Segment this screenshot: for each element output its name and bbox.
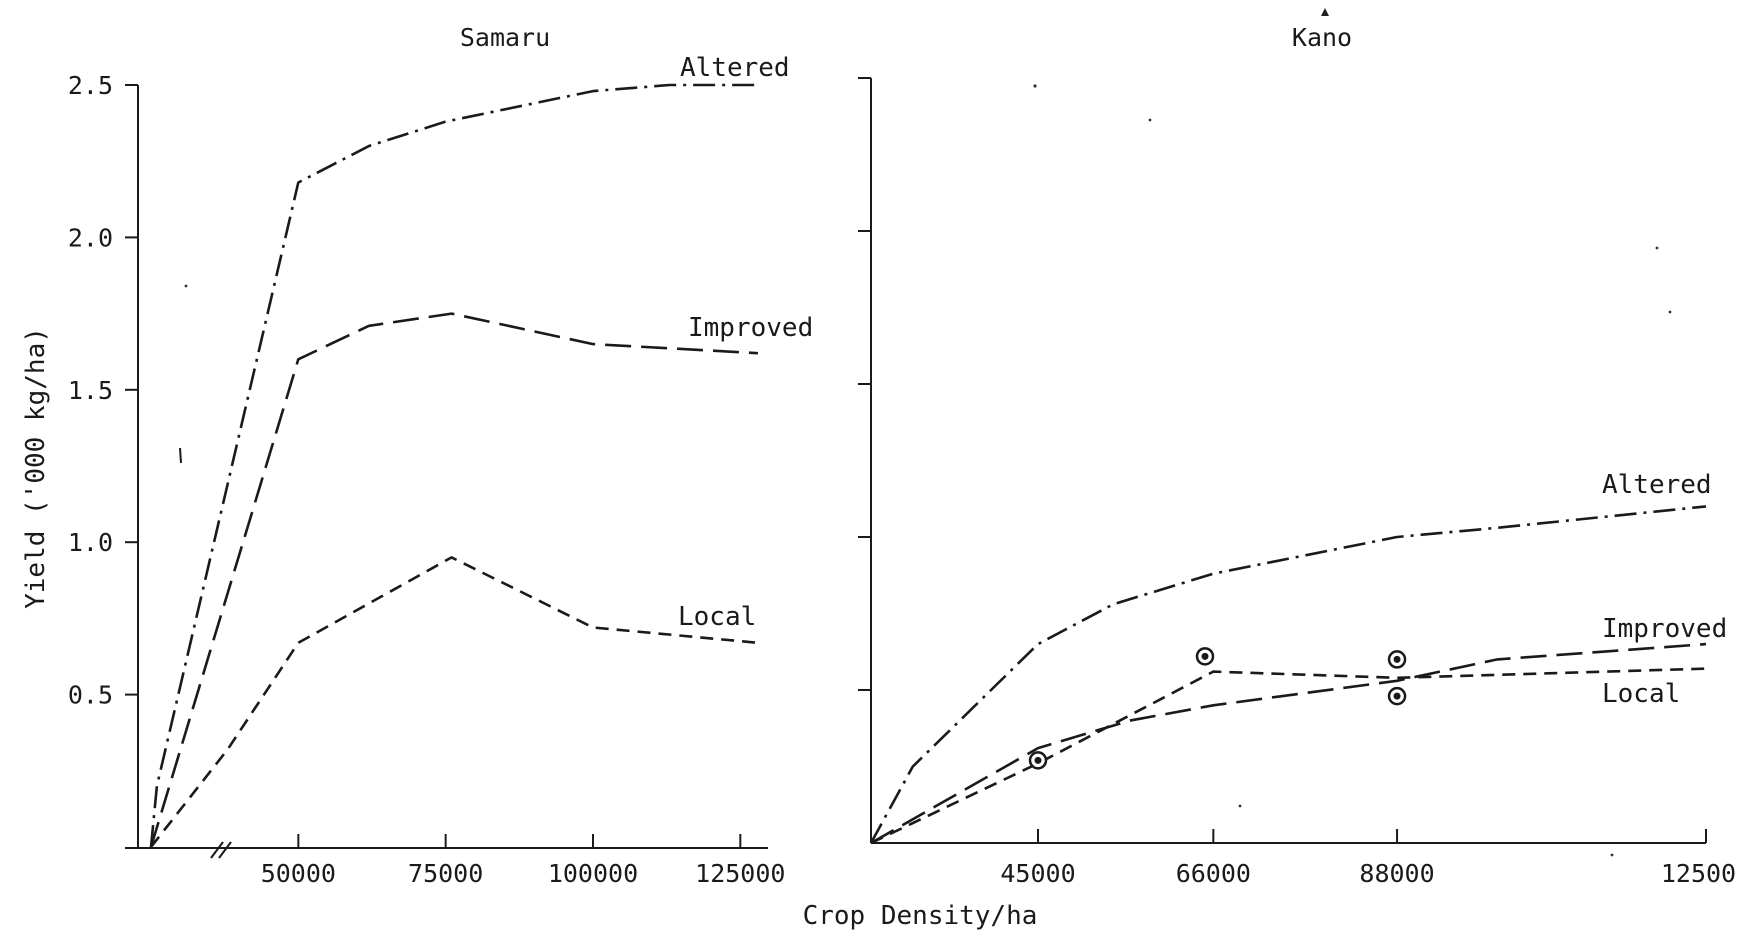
kano-series-label-improved: Improved [1602, 614, 1727, 644]
kano-series-improved-line [870, 642, 1707, 845]
samaru-series-label-local: Local [678, 602, 756, 632]
samaru-series-improved-line [149, 312, 759, 848]
y-axis-label: Yield ('000 kg/ha) [21, 327, 51, 609]
kano-x-tick-label: 88000 [1359, 859, 1434, 888]
scan-speck [1148, 118, 1152, 122]
samaru-y-tick-label: 2.0 [68, 223, 113, 252]
samaru-series-local-line [149, 556, 759, 848]
samaru-x-tick-label: 75000 [408, 859, 483, 888]
kano-data-marker-center [1034, 756, 1042, 764]
samaru-x-tick-label: 50000 [261, 859, 336, 888]
samaru-axis-break-mark [218, 841, 232, 859]
kano-series-local-line [870, 667, 1707, 845]
kano-x-tick-label: 66000 [1176, 859, 1251, 888]
scan-speck [1033, 84, 1037, 88]
samaru-y-tick-label: 2.5 [68, 71, 113, 100]
kano-data-marker-center [1393, 655, 1401, 663]
samaru-panel: Samaru 0.5 1.0 1.5 2.0 2.5 50000 75000 100000 12… [68, 23, 813, 888]
scan-speck [1321, 8, 1329, 16]
scan-speck [179, 447, 182, 464]
kano-series-altered-line [869, 505, 1707, 844]
kano-series-label-local: Local [1602, 679, 1680, 709]
scan-speck [1668, 310, 1672, 314]
samaru-x-tick-label: 100000 [548, 859, 638, 888]
samaru-series-altered-line [149, 83, 758, 848]
samaru-x-tick-label: 125000 [695, 859, 785, 888]
kano-panel: Kano 45000 66000 88000 125000 Altered Improve… [858, 23, 1737, 888]
scan-speck [1238, 804, 1242, 808]
samaru-y-tick-label: 0.5 [68, 681, 113, 710]
samaru-title: Samaru [460, 23, 550, 52]
samaru-y-tick-label: 1.0 [68, 528, 113, 557]
kano-title: Kano [1292, 23, 1352, 52]
samaru-axis-break-mark [210, 841, 224, 859]
samaru-series-label-altered: Altered [680, 53, 790, 83]
scan-speck [184, 284, 188, 288]
scan-speck [1610, 853, 1614, 857]
kano-data-marker-center [1393, 692, 1401, 700]
x-axis-label: Crop Density/ha [803, 901, 1038, 931]
kano-series-label-altered: Altered [1602, 470, 1712, 500]
samaru-y-tick-label: 1.5 [68, 376, 113, 405]
scan-speck [1655, 246, 1659, 250]
kano-x-tick-label: 45000 [1000, 859, 1075, 888]
kano-data-marker-center [1201, 652, 1209, 660]
kano-x-tick-label: 125000 [1661, 859, 1737, 888]
samaru-series-label-improved: Improved [688, 313, 813, 343]
